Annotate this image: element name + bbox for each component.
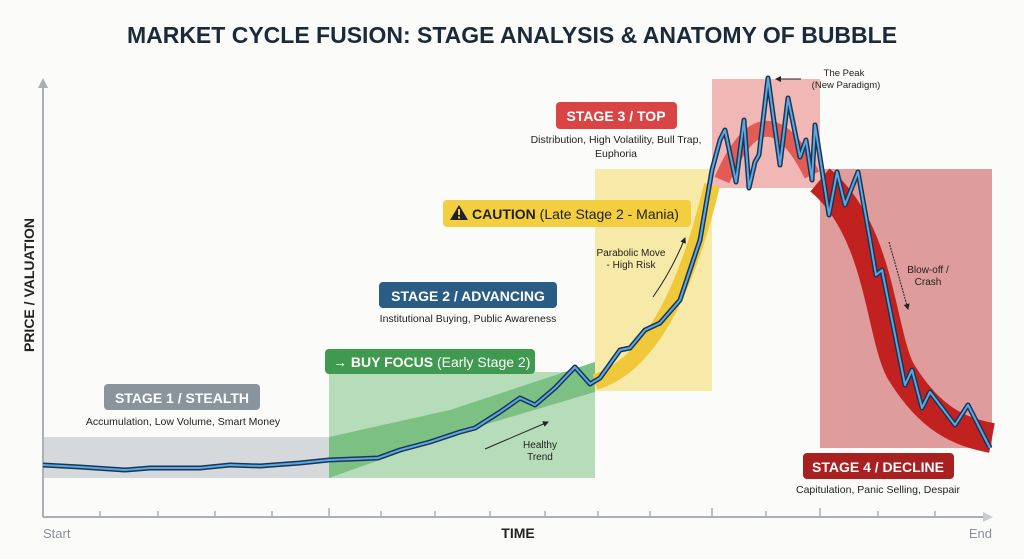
decline-band (809, 168, 995, 453)
stage4-description: Capitulation, Panic Selling, Despair (796, 484, 961, 496)
stage1-badge: STAGE 1 / STEALTH (104, 384, 260, 410)
x-axis-label: TIME (501, 525, 534, 541)
svg-text:STAGE 1 / STEALTH: STAGE 1 / STEALTH (115, 390, 249, 406)
x-start-label: Start (43, 526, 71, 541)
healthy-trend-label: Healthy Trend (523, 440, 557, 463)
price-line (42, 77, 991, 471)
y-axis-label: PRICE / VALUATION (21, 218, 37, 352)
stage4-badge: STAGE 4 / DECLINE (803, 453, 954, 479)
svg-text:→ BUY FOCUS (Early Stage 2): → BUY FOCUS (Early Stage 2) (333, 354, 530, 370)
y-axis-arrow-icon (38, 78, 48, 88)
stage1-description: Accumulation, Low Volume, Smart Money (86, 416, 281, 428)
svg-text:STAGE 4 / DECLINE: STAGE 4 / DECLINE (812, 459, 944, 475)
stage2-badge: STAGE 2 / ADVANCING (379, 282, 557, 308)
healthy-trend-arrow-icon (484, 421, 549, 450)
crash-label: Blow-off / Crash (907, 265, 949, 288)
x-end-label: End (969, 526, 992, 541)
x-axis-arrow-icon (983, 512, 993, 522)
caution-badge: CAUTION (Late Stage 2 - Mania) (443, 200, 691, 227)
svg-text:CAUTION (Late Stage 2 - Mania): CAUTION (Late Stage 2 - Mania) (472, 206, 679, 222)
svg-text:STAGE 3 / TOP: STAGE 3 / TOP (566, 108, 665, 124)
parabolic-label: Parabolic Move - High Risk (597, 248, 666, 271)
stage1-zone (43, 437, 329, 478)
svg-text:STAGE 2 / ADVANCING: STAGE 2 / ADVANCING (391, 288, 545, 304)
buy-focus-badge: → BUY FOCUS (Early Stage 2) (325, 349, 535, 374)
page-title: MARKET CYCLE FUSION: STAGE ANALYSIS & AN… (127, 22, 897, 48)
parabolic-arrow-icon (652, 237, 686, 298)
peak-label: The Peak (New Paradigm) (812, 68, 881, 91)
stage3-description-line1: Distribution, High Volatility, Bull Trap… (531, 134, 702, 146)
warning-icon (450, 205, 468, 220)
stage3-description-line2: Euphoria (595, 148, 637, 160)
crash-arrow-icon (888, 241, 910, 310)
arrow-right-icon: → (333, 354, 347, 370)
stage2-description: Institutional Buying, Public Awareness (380, 313, 557, 325)
stage3-badge: STAGE 3 / TOP (556, 102, 677, 129)
